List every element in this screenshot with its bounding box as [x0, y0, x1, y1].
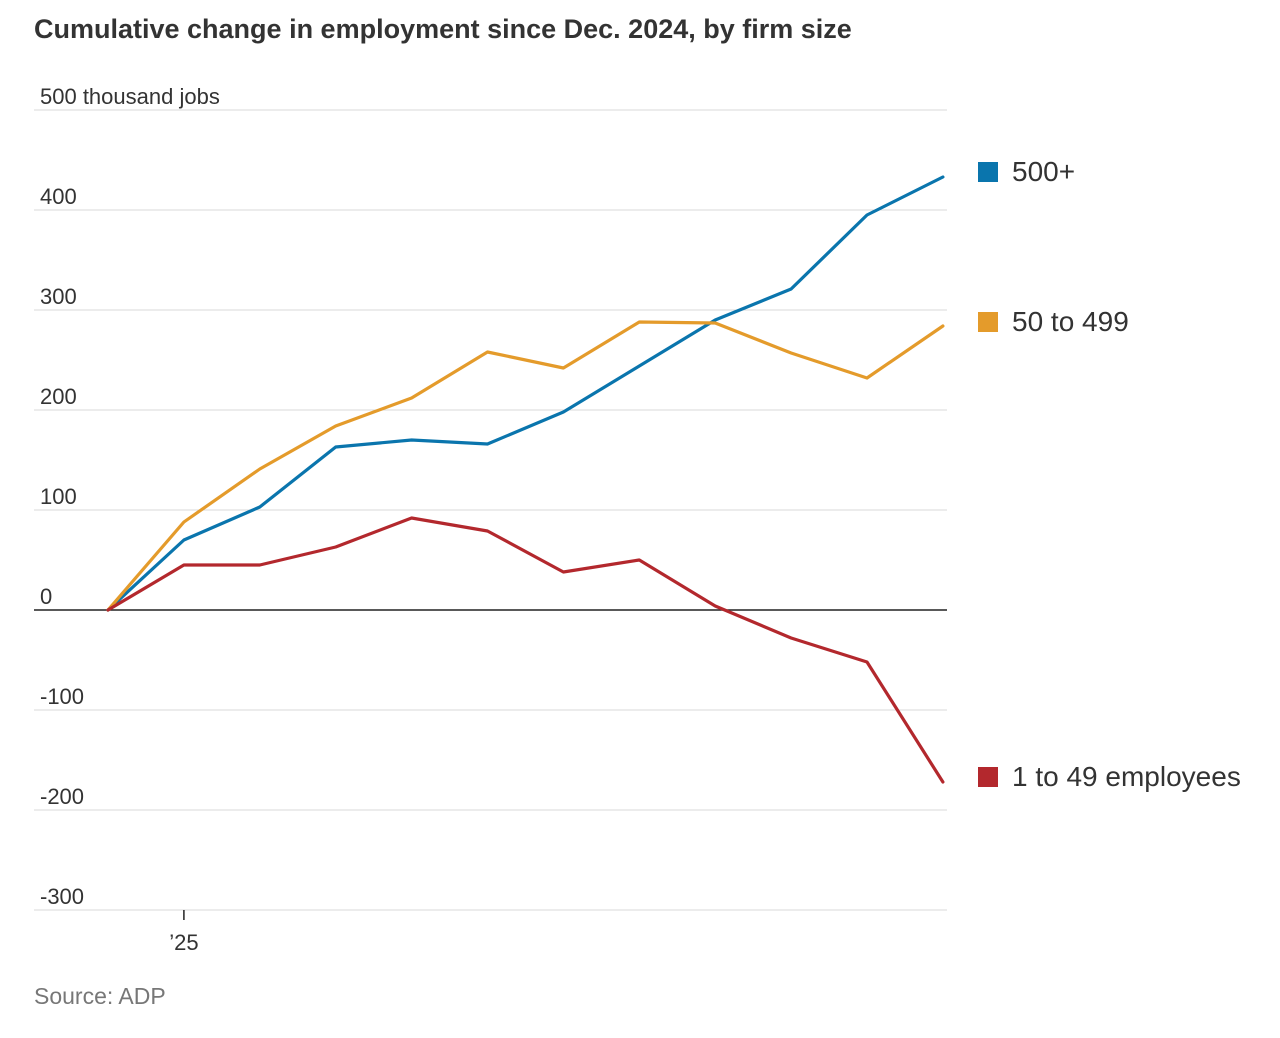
- legend-swatch: [978, 767, 998, 787]
- series-line-3: [106, 516, 945, 784]
- x-axis: ’25: [169, 910, 199, 955]
- series-line-1: [106, 175, 945, 612]
- x-tick-label: ’25: [169, 930, 198, 955]
- legend-swatch: [978, 312, 998, 332]
- series-lines: [106, 175, 945, 784]
- y-tick-label: 0: [40, 584, 52, 609]
- chart-title: Cumulative change in employment since De…: [34, 14, 852, 44]
- line-chart: 500 thousand jobs 400 300 200 100 0 -100 -200 -3…: [34, 84, 1241, 955]
- legend-label: 500+: [1012, 156, 1075, 187]
- series-line-2: [106, 320, 945, 612]
- y-tick-label: 100: [40, 484, 77, 509]
- y-tick-label: 500 thousand jobs: [40, 84, 220, 109]
- y-tick-label: -100: [40, 684, 84, 709]
- y-axis-tick-labels: 500 thousand jobs 400 300 200 100 0 -100 -200 -3…: [40, 84, 220, 909]
- y-tick-label: -200: [40, 784, 84, 809]
- legend-label: 1 to 49 employees: [1012, 761, 1241, 792]
- y-tick-label: -300: [40, 884, 84, 909]
- y-tick-label: 200: [40, 384, 77, 409]
- legend-label: 50 to 499: [1012, 306, 1129, 337]
- legend-swatch: [978, 162, 998, 182]
- y-tick-label: 400: [40, 184, 77, 209]
- source-note: Source: ADP: [34, 983, 166, 1009]
- y-tick-label: 300: [40, 284, 77, 309]
- gridlines: [34, 109, 947, 911]
- legend: 500+ 50 to 499 1 to 49 employees: [978, 156, 1241, 792]
